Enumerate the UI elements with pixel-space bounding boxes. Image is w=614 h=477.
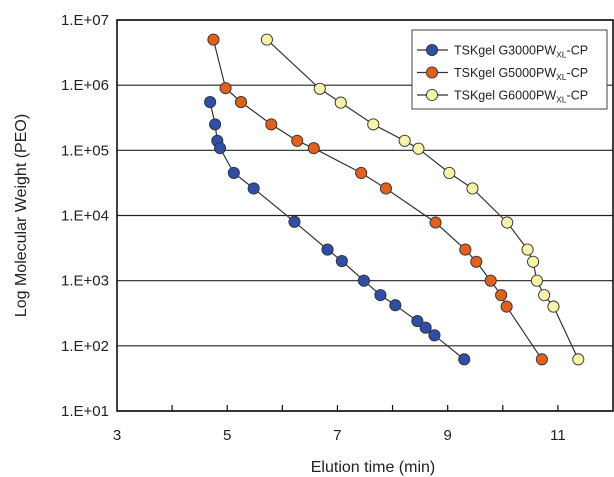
legend-entry: TSKgel G6000PWXL-CP <box>454 89 588 105</box>
y-tick-label: 1.E+05 <box>61 142 109 159</box>
y-tick-label: 1.E+07 <box>61 12 109 29</box>
data-point <box>357 274 370 287</box>
data-point <box>288 215 301 228</box>
data-point <box>321 243 334 256</box>
data-point <box>398 134 411 147</box>
data-point <box>265 118 278 131</box>
data-point <box>334 96 347 109</box>
x-axis-tick-labels: 3 5 7 9 11 <box>113 427 566 444</box>
legend-entry: TSKgel G5000PWXL-CP <box>454 66 588 82</box>
y-tick-label: 1.E+06 <box>61 77 109 94</box>
data-point <box>291 134 304 147</box>
series-1 <box>204 96 471 366</box>
data-point <box>234 96 248 109</box>
data-point <box>428 329 441 342</box>
data-point <box>355 166 368 179</box>
x-tick-label: 11 <box>550 427 566 444</box>
data-point <box>367 118 380 131</box>
data-point <box>495 289 508 302</box>
data-point <box>466 182 479 195</box>
x-tick-label: 9 <box>443 427 451 444</box>
data-point <box>521 243 534 256</box>
data-point <box>412 142 425 155</box>
data-point <box>547 300 560 313</box>
data-point <box>374 289 387 302</box>
x-axis-label: Elution time (min) <box>311 459 435 476</box>
data-point <box>247 182 260 195</box>
data-point <box>214 142 227 155</box>
data-point <box>572 353 585 366</box>
data-point <box>538 289 551 302</box>
data-point <box>260 33 273 46</box>
series-2 <box>207 33 548 366</box>
data-point <box>501 216 514 229</box>
y-axis-label: Log Molecular Weight (PEO) <box>13 114 30 317</box>
data-point <box>379 182 392 195</box>
legend-entry: TSKgel G3000PWXL-CP <box>454 44 588 60</box>
y-tick-label: 1.E+02 <box>61 338 109 355</box>
legend-box <box>411 29 608 110</box>
legend-marker <box>425 66 439 79</box>
data-point <box>207 33 220 46</box>
y-axis-tick-labels: 1.E+01 1.E+02 1.E+03 1.E+04 1.E+05 1.E+06 1.E+… <box>61 12 109 420</box>
data-point <box>484 274 497 287</box>
data-point <box>411 315 424 328</box>
series-3 <box>260 33 585 366</box>
data-point <box>419 321 432 334</box>
data-point <box>535 353 548 366</box>
data-point <box>458 353 471 366</box>
data-point <box>500 300 513 313</box>
plot-area-frame <box>116 19 614 412</box>
data-point <box>459 243 472 256</box>
y-tick-label: 1.E+04 <box>61 208 109 225</box>
legend-marker <box>425 88 439 102</box>
x-tick-label: 3 <box>113 427 121 444</box>
data-point <box>335 254 348 268</box>
x-tick-label: 5 <box>223 427 231 444</box>
data-point <box>443 166 456 179</box>
y-tick-label: 1.E+01 <box>61 403 109 420</box>
data-point <box>429 216 442 229</box>
data-point <box>389 299 402 312</box>
x-minor-ticks <box>171 405 559 411</box>
data-point <box>527 255 540 268</box>
y-tick-label: 1.E+03 <box>61 273 109 290</box>
data-point <box>530 274 543 287</box>
data-point <box>307 142 320 155</box>
data-point <box>204 96 217 109</box>
data-point <box>313 82 326 95</box>
series-line <box>209 101 465 360</box>
legend: TSKgel G3000PWXL-CP TSKgel G5000PWXL-CP TS… <box>411 29 608 110</box>
x-tick-label: 7 <box>333 427 341 444</box>
data-point <box>209 118 222 131</box>
data-point <box>219 82 232 95</box>
data-point <box>227 166 240 179</box>
data-point <box>470 255 483 268</box>
legend-marker <box>425 43 439 57</box>
series-layer <box>204 33 585 366</box>
